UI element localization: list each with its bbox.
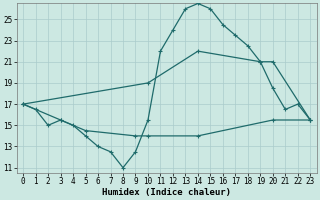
X-axis label: Humidex (Indice chaleur): Humidex (Indice chaleur) xyxy=(102,188,231,197)
